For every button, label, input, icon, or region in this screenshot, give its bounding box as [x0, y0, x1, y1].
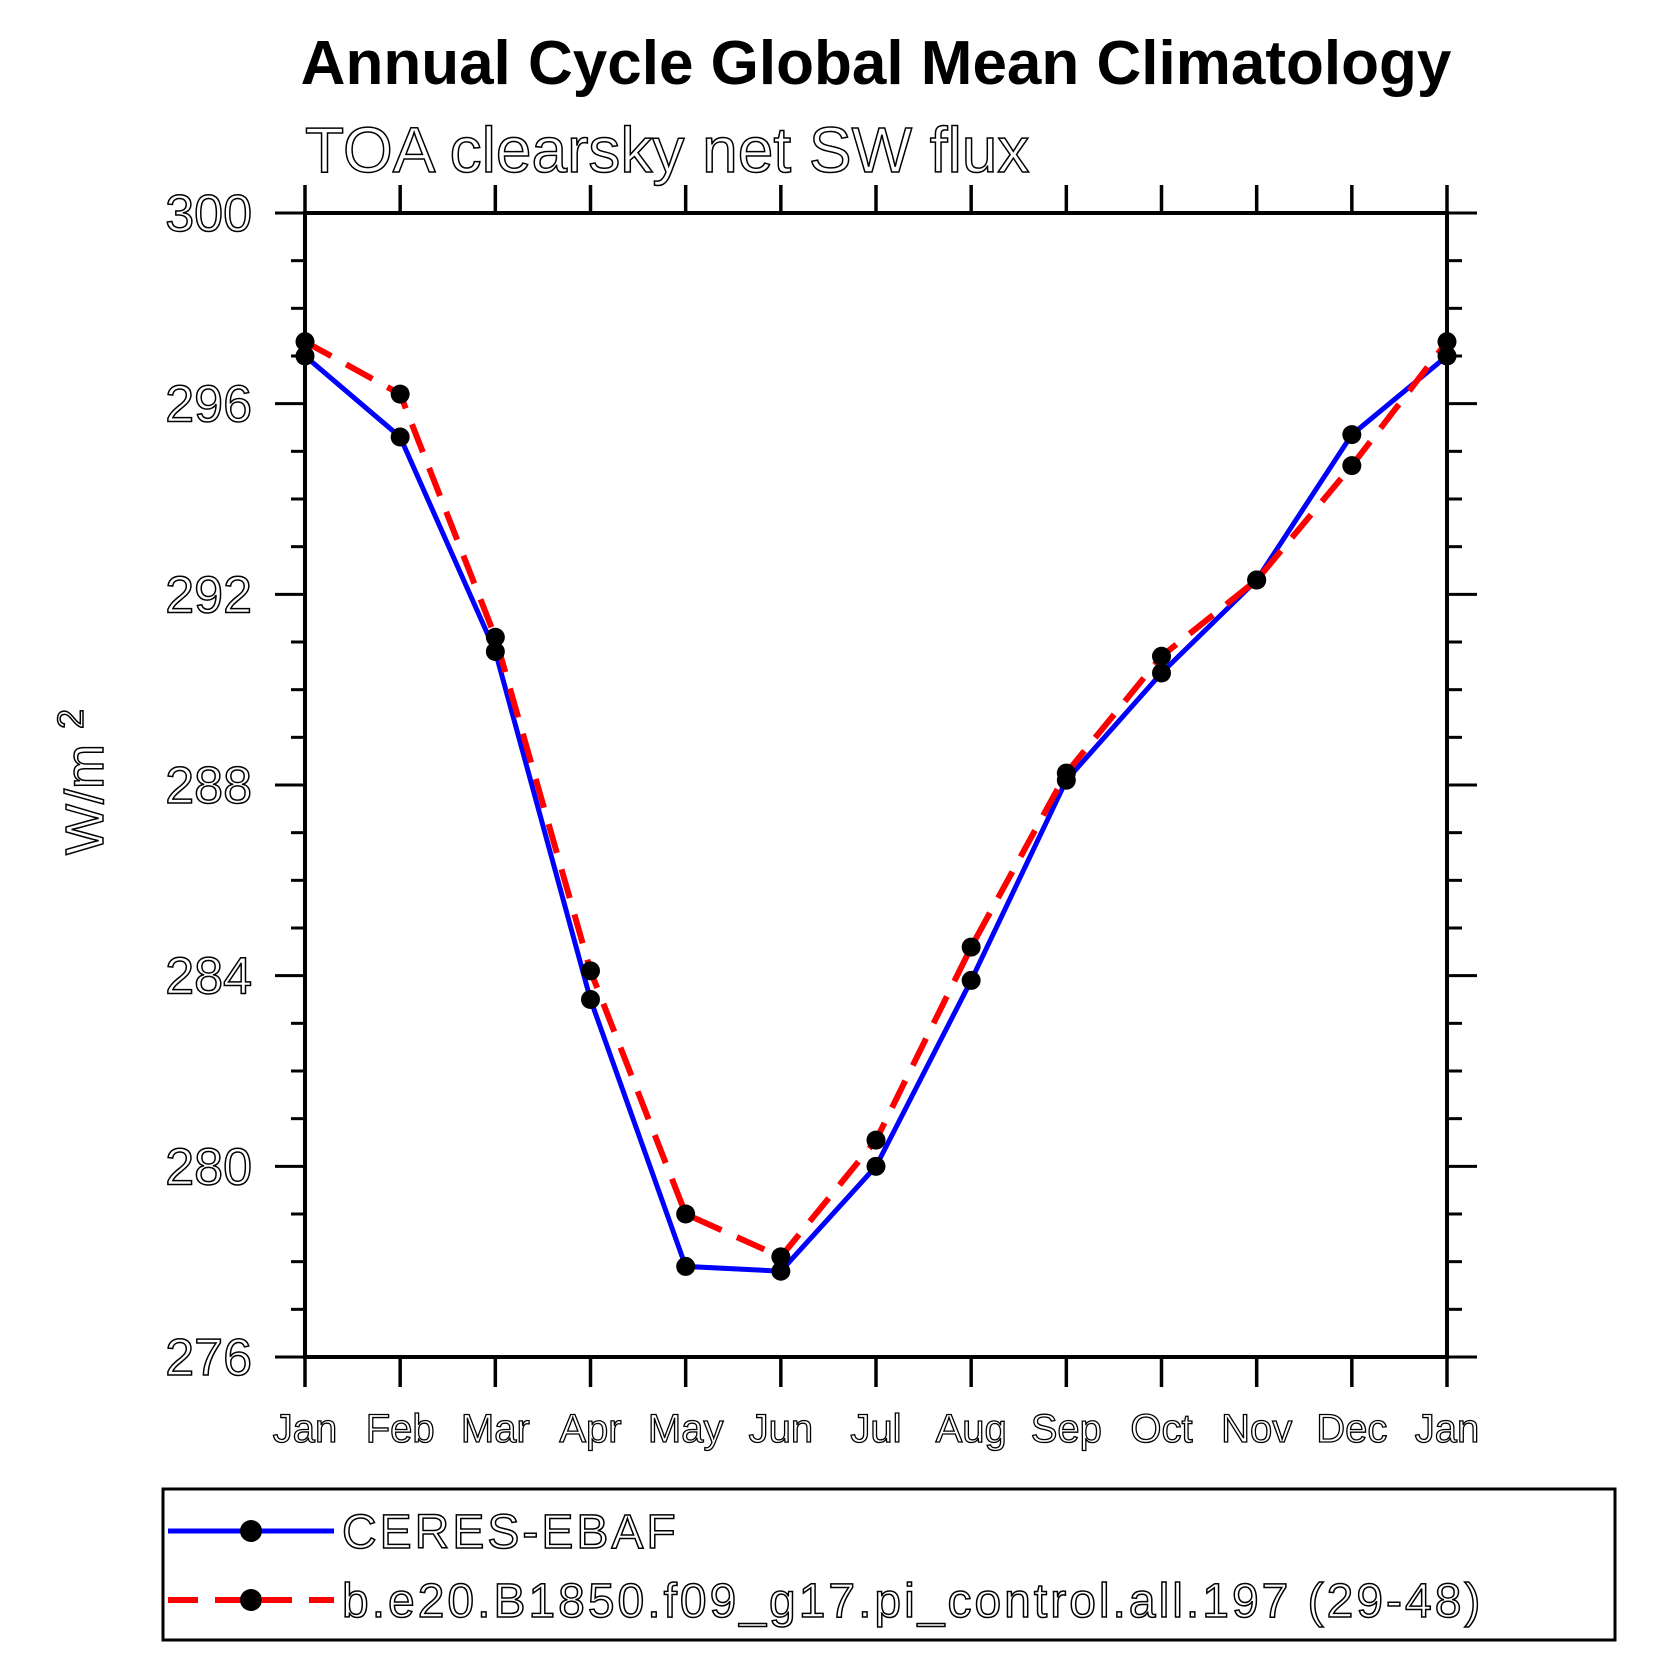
data-point-marker	[295, 346, 315, 366]
series-layer	[295, 332, 1457, 1281]
data-point-marker	[1152, 646, 1171, 666]
x-tick-label: Jan	[1415, 1407, 1480, 1451]
data-point-marker	[1247, 570, 1267, 590]
legend-box	[161, 1487, 1617, 1642]
data-point-marker	[866, 1130, 886, 1150]
y-axis-title: W/m 2	[50, 709, 115, 855]
data-point-marker	[676, 1256, 696, 1276]
x-tick-label: Oct	[1130, 1407, 1192, 1451]
y-axis-title-superscript: 2	[50, 709, 91, 729]
legend-rows: CERES-EBAF b.e20.B1850.f09_g17.pi_control…	[168, 1505, 1483, 1629]
data-point-marker	[1056, 763, 1076, 783]
x-tick-label: Jun	[749, 1407, 814, 1451]
data-point-marker	[485, 642, 505, 662]
data-point-marker	[581, 961, 600, 981]
chart-subtitle: TOA clearsky net SW flux	[305, 114, 1029, 186]
data-point-marker	[485, 627, 505, 647]
page-title: Annual Cycle Global Mean Climatology	[301, 29, 1452, 98]
data-point-marker	[581, 990, 600, 1009]
y-tick-label: 288	[165, 757, 252, 815]
series-line-model	[303, 339, 1450, 1261]
y-tick-label: 280	[165, 1138, 252, 1196]
x-tick-label: Aug	[936, 1407, 1007, 1451]
data-point-marker	[961, 937, 981, 957]
y-tick-label: 292	[165, 566, 252, 624]
data-point-marker	[771, 1261, 791, 1281]
data-point-marker	[295, 332, 315, 352]
legend-sample-marker	[240, 1589, 262, 1611]
plot-frame	[303, 211, 1449, 1359]
x-tick-label: Nov	[1221, 1407, 1292, 1451]
data-point-marker	[771, 1247, 791, 1267]
x-tick-label: Feb	[366, 1407, 435, 1451]
data-point-marker	[1152, 663, 1171, 683]
y-tick-label: 276	[165, 1329, 252, 1387]
legend-entry-label: CERES-EBAF	[342, 1506, 679, 1559]
x-tick-label: May	[648, 1407, 724, 1451]
x-tick-label: Jan	[273, 1407, 338, 1451]
data-point-marker	[676, 1204, 696, 1224]
x-tick-label: Apr	[559, 1407, 621, 1451]
data-point-marker	[866, 1156, 886, 1176]
data-point-marker	[390, 427, 410, 447]
x-tick-label: Sep	[1031, 1407, 1102, 1451]
data-point-marker	[1437, 332, 1457, 352]
y-tick-label: 300	[165, 185, 252, 243]
axes-layer: 276 280 284 288 292 296 300 Jan Feb Mar Apr May Jun J…	[164, 184, 1480, 1451]
x-tick-label: Dec	[1316, 1407, 1387, 1451]
y-tick-label: 296	[165, 376, 252, 434]
x-tick-label: Mar	[461, 1407, 530, 1451]
data-point-marker	[1342, 456, 1362, 476]
data-point-marker	[390, 384, 410, 404]
legend-entry-label: b.e20.B1850.f09_g17.pi_control.all.197 (…	[342, 1575, 1483, 1628]
y-axis-title-main: W/m	[55, 744, 115, 855]
x-tick-label: Jul	[850, 1407, 901, 1451]
data-point-marker	[1437, 346, 1457, 366]
y-tick-label: 284	[165, 948, 252, 1006]
legend-sample-marker	[240, 1520, 262, 1542]
data-point-marker	[1342, 425, 1362, 445]
data-point-marker	[961, 970, 981, 990]
